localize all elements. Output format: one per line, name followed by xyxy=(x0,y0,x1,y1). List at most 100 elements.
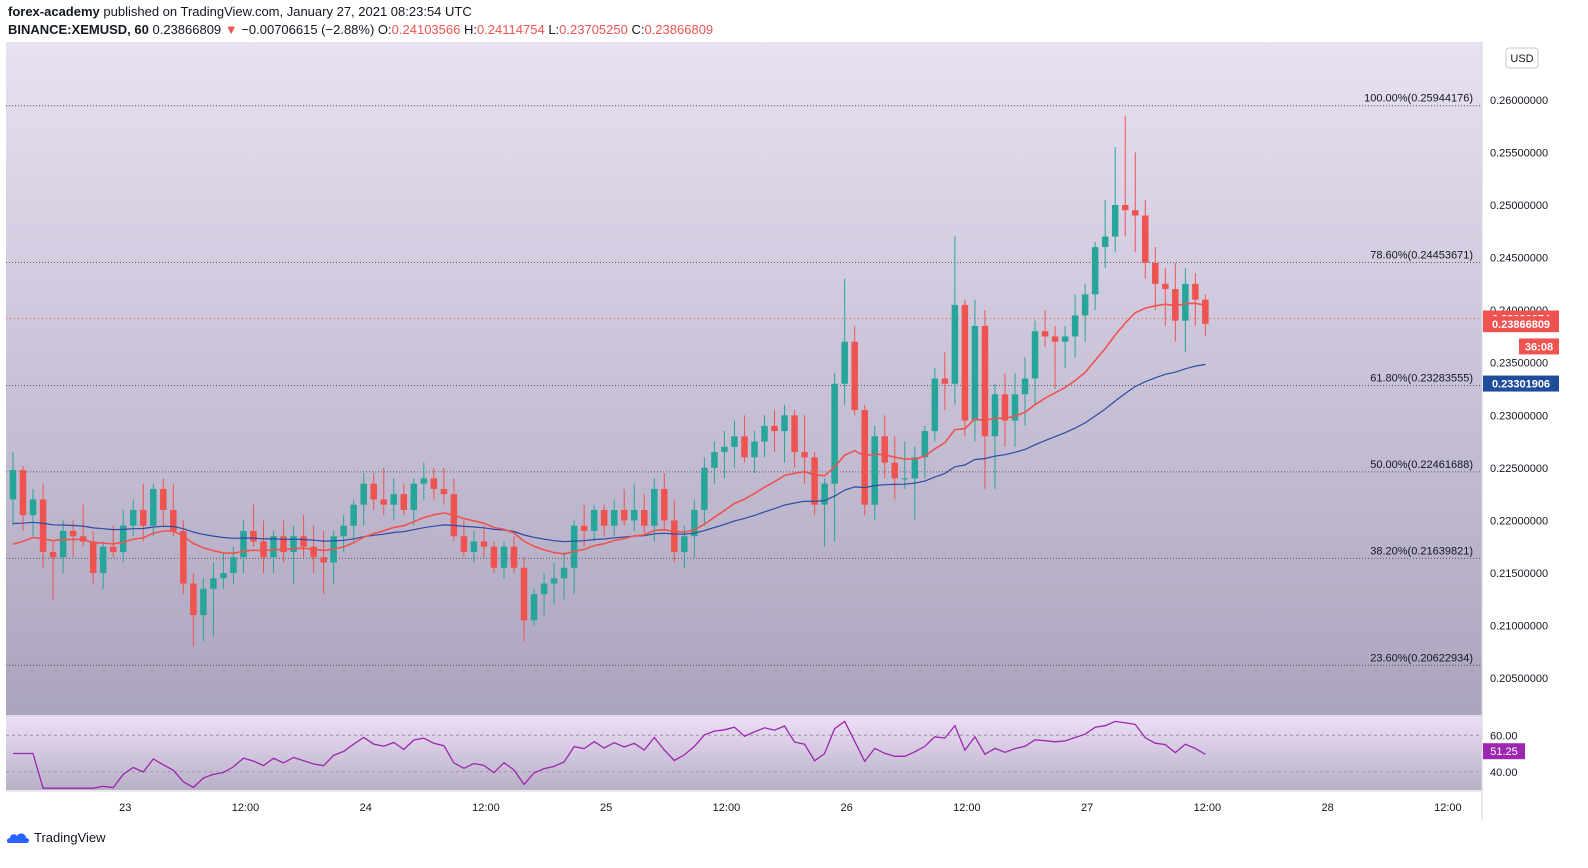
rsi-pane-background xyxy=(6,717,1482,790)
candle-body xyxy=(1071,315,1079,337)
publish-info: forex-academy published on TradingView.c… xyxy=(8,4,472,19)
candle-body xyxy=(771,425,778,432)
candle-body xyxy=(1182,283,1189,321)
candle-body xyxy=(600,509,608,526)
currency-button-box[interactable] xyxy=(1505,47,1539,69)
candle-body xyxy=(490,546,498,568)
fib-label: 100.00%(0.25944176) xyxy=(1364,93,1473,105)
price-badge-box xyxy=(1483,375,1559,392)
candle-body xyxy=(871,436,878,505)
candle-body xyxy=(260,541,267,558)
candle-body xyxy=(109,546,117,553)
candle-body xyxy=(400,494,408,510)
symbol-legend: BINANCE:XEMUSD, 60 0.23866809 ▼ −0.00706… xyxy=(8,22,713,37)
candle-body xyxy=(19,469,27,516)
candle-body xyxy=(99,546,107,574)
candle-body xyxy=(150,488,157,526)
candle-body xyxy=(1041,331,1049,337)
fib-label: 61.80%(0.23283555) xyxy=(1370,372,1473,384)
candle-body xyxy=(851,341,858,411)
candle-body xyxy=(290,536,297,553)
currency-label[interactable]: USD xyxy=(1510,53,1533,65)
candle-body xyxy=(119,525,127,553)
candle-body xyxy=(29,499,37,516)
candle-body xyxy=(701,467,708,510)
candle-body xyxy=(200,588,207,616)
candle-body xyxy=(1021,378,1029,395)
candle-body xyxy=(540,583,548,595)
candle-body xyxy=(861,410,868,505)
fib-label: 50.00%(0.22461688) xyxy=(1370,459,1473,471)
price-badge-text: 36:08 xyxy=(1525,341,1553,353)
ema-fast-line xyxy=(12,302,1206,555)
open-value: 0.24103566 xyxy=(391,22,461,37)
time-tick-label: 23 xyxy=(119,802,131,814)
candle-body xyxy=(1152,262,1159,284)
tradingview-logo[interactable]: TradingView xyxy=(6,830,106,845)
candle-body xyxy=(310,546,317,558)
low-value: 0.23705250 xyxy=(559,22,628,37)
candle-body xyxy=(250,530,257,542)
fibonacci-levels: 100.00%(0.25944176) 78.60%(0.24453671) 61.… xyxy=(6,93,1482,666)
candle-body xyxy=(1202,299,1209,324)
candle-body xyxy=(831,383,838,484)
candle-body xyxy=(991,394,999,437)
candle-body xyxy=(300,536,307,547)
last-price: 0.23866809 xyxy=(152,22,222,37)
candle-body xyxy=(971,325,979,421)
price-badge-text: 0.23866809 xyxy=(1492,319,1550,331)
candle-body xyxy=(69,530,77,537)
open-label: O: xyxy=(377,22,392,37)
time-axis[interactable]: 23 12:00 24 12:00 25 12:00 26 12:00 27 12:00 28 12:… xyxy=(119,802,1462,814)
price-tick-label: 0.25500000 xyxy=(1490,147,1548,159)
candle-body xyxy=(751,441,758,458)
moving-averages xyxy=(12,302,1206,555)
close-label: C: xyxy=(631,22,645,37)
currency-button[interactable]: USD xyxy=(1505,47,1539,69)
high-label: H: xyxy=(463,22,477,37)
candle-body xyxy=(340,525,347,537)
candles xyxy=(9,115,1209,647)
candle-body xyxy=(180,530,187,584)
candle-body xyxy=(691,509,698,537)
price-badge-box xyxy=(1483,316,1559,333)
candle-body xyxy=(1121,204,1129,211)
time-tick-label: 12:00 xyxy=(713,802,741,814)
author-name[interactable]: forex-academy xyxy=(8,4,100,19)
candle-body xyxy=(1192,283,1199,300)
candle-body xyxy=(951,304,959,384)
candle-body xyxy=(530,594,538,621)
candle-body xyxy=(240,530,247,558)
candle-body xyxy=(921,431,929,458)
time-tick-label: 24 xyxy=(360,802,372,814)
candle-body xyxy=(9,469,17,500)
price-badge-box xyxy=(1519,338,1559,355)
price-tick-label: 0.24500000 xyxy=(1490,253,1548,265)
candle-body xyxy=(560,567,568,579)
time-tick-label: 26 xyxy=(841,802,853,814)
candle-body xyxy=(671,520,678,553)
candle-body xyxy=(661,488,668,521)
price-badge-text: 0.23301906 xyxy=(1492,379,1550,391)
candle-body xyxy=(280,536,287,553)
candle-body xyxy=(160,488,167,510)
price-badge: 36:08 xyxy=(1519,338,1559,355)
candle-body xyxy=(350,504,357,526)
candle-body xyxy=(1051,336,1059,342)
candle-body xyxy=(941,378,949,384)
candle-body xyxy=(901,478,909,480)
candle-body xyxy=(610,509,618,526)
candle-body xyxy=(1101,236,1109,248)
down-arrow-icon: ▼ xyxy=(224,22,238,37)
time-tick-label: 12:00 xyxy=(232,802,260,814)
candle-body xyxy=(931,378,939,432)
candle-body xyxy=(520,567,528,621)
fib-label: 23.60%(0.20622934) xyxy=(1370,652,1473,664)
rsi-indicator: 60.00 40.00 51.25 xyxy=(6,720,1525,789)
candle-body xyxy=(891,462,899,479)
candle-body xyxy=(550,578,558,584)
candle-body xyxy=(580,525,588,531)
candle-body xyxy=(220,573,227,579)
candle-body xyxy=(1061,336,1069,342)
